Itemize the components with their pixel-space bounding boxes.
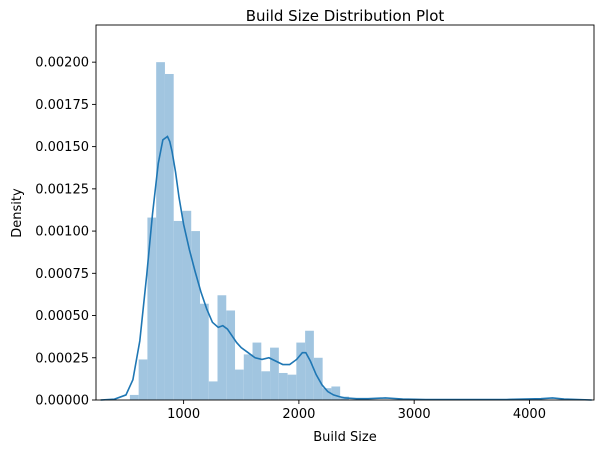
x-tick-label: 4000 [513,407,546,422]
y-tick-label: 0.00150 [35,140,89,155]
histogram-bar [243,354,253,400]
y-tick-label: 0.00100 [35,225,89,240]
histogram-bar [217,295,227,400]
histogram-bar [182,210,192,400]
chart-title: Build Size Distribution Plot [246,7,445,25]
y-tick-label: 0.00025 [35,351,89,366]
histogram-bar [164,73,174,401]
histogram-bar [147,217,157,400]
x-tick-label: 1000 [167,407,200,422]
histogram-bar [331,386,341,400]
histogram-bar [199,303,209,400]
y-axis-ticks: 0.00000 0.00025 0.00050 0.00075 0.00100 0.001… [35,56,96,409]
histogram-bar [156,62,165,400]
x-axis-label: Build Size [313,430,376,445]
axes-frame [95,24,595,401]
y-tick-label: 0.00050 [35,309,89,324]
histogram-bar [270,347,279,400]
histogram-bar [208,381,218,400]
histogram-bar [235,369,244,400]
y-tick-label: 0.00200 [35,56,89,71]
histogram-bar [191,231,200,400]
histogram-bar [226,310,236,400]
histogram-bar [252,342,262,400]
y-tick-label: 0.00125 [35,182,89,197]
histogram-bars [129,62,349,401]
histogram-bar [261,371,271,400]
histogram-bar [278,372,288,400]
y-axis-label: Density [10,188,25,238]
kde-line [100,135,592,401]
histogram-bar [322,388,332,400]
histogram-bar [138,359,148,400]
x-tick-label: 3000 [398,407,431,422]
histogram-bar [173,220,183,400]
y-tick-label: 0.00000 [35,394,89,409]
histogram-bar [287,374,297,400]
y-tick-label: 0.00175 [35,98,89,113]
histogram-bar [305,330,314,400]
histogram-bar [296,342,306,400]
y-tick-label: 0.00075 [35,267,89,282]
histogram-bar [129,394,139,400]
x-tick-label: 2000 [282,407,315,422]
x-axis-ticks: 1000 2000 3000 4000 [167,400,546,422]
